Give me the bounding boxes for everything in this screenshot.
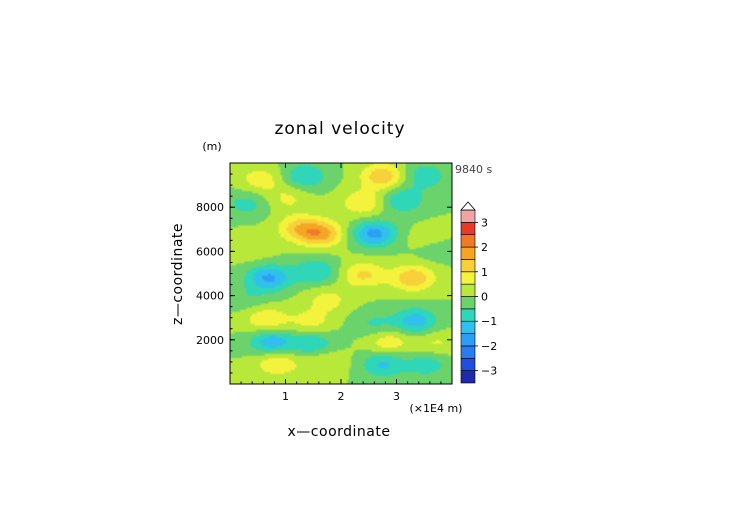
y-unit-label: (m) <box>202 140 221 153</box>
x-axis: 1 2 3 <box>240 163 442 403</box>
y-axis: 2000 4000 6000 8000 <box>196 173 452 374</box>
y-tick-label: 4000 <box>196 290 224 303</box>
colorbar-level <box>460 296 476 310</box>
colorbar-level <box>460 246 476 260</box>
x-tick-label: 1 <box>282 390 289 403</box>
colorbar-level <box>460 234 476 248</box>
x-tick-label: 2 <box>338 390 345 403</box>
y-axis-title: z—coordinate <box>170 223 186 325</box>
chart-title: zonal velocity <box>274 119 405 139</box>
colorbar-level <box>460 222 476 236</box>
colorbar-tick-label: 0 <box>481 291 488 304</box>
time-label: 9840 s <box>455 163 492 176</box>
colorbar-tick-label: 2 <box>481 241 488 254</box>
colorbar-level <box>460 345 476 359</box>
y-tick-label: 2000 <box>196 334 224 347</box>
colorbar-level <box>460 370 476 384</box>
colorbar-tick-label: −1 <box>481 315 497 328</box>
colorbar-tick-label: −3 <box>481 365 497 378</box>
colorbar-level <box>460 333 476 347</box>
colorbar-level <box>460 308 476 322</box>
x-tick-label: 3 <box>393 390 400 403</box>
colorbar-tick-label: −2 <box>481 340 497 353</box>
x-unit-label: (×1E4 m) <box>410 402 463 415</box>
colorbar-level <box>460 259 476 273</box>
colorbar-level <box>460 209 476 223</box>
y-tick-label: 8000 <box>196 201 224 214</box>
colorbar-level <box>460 283 476 297</box>
colorbar-level <box>460 357 476 371</box>
colorbar-max-arrow <box>460 201 476 211</box>
colorbar-tick-label: 3 <box>481 216 488 229</box>
x-axis-title: x—coordinate <box>288 424 391 440</box>
plot-area <box>229 162 453 385</box>
colorbar-level <box>460 271 476 285</box>
colorbar-legend: 3 2 1 0 −1 −2 −3 <box>460 201 497 384</box>
y-tick-label: 6000 <box>196 245 224 258</box>
colorbar-tick-label: 1 <box>481 266 488 279</box>
heatmap-field <box>230 163 452 384</box>
colorbar-level <box>460 320 476 334</box>
